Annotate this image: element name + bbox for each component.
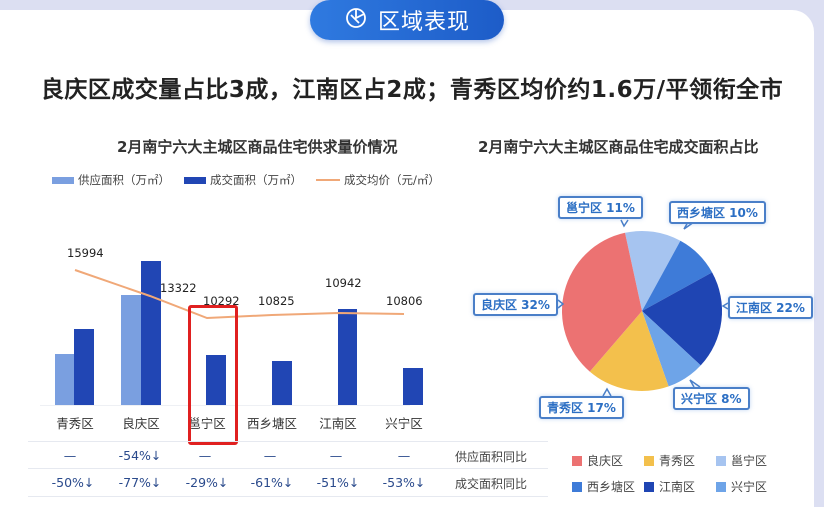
price-swatch: [316, 179, 340, 181]
pie-slice-jiangnan: [642, 272, 723, 366]
right-chart-title: 2月南宁六大主城区商品住宅成交面积占比: [478, 138, 759, 156]
price-label-xixiangtang: 10825: [258, 294, 295, 308]
supply-yoy-xingning: —: [397, 448, 411, 463]
pie-slice-xingning: [642, 311, 701, 387]
left-chart-title: 2月南宁六大主城区商品住宅供求量价情况: [117, 138, 398, 156]
callout-qingxiu: 青秀区 17%: [539, 396, 624, 419]
trade-yoy-jiangnan: -51%↓: [316, 475, 360, 490]
trade-swatch: [184, 176, 206, 184]
left-chart-legend: 供应面积（万㎡） 成交面积（万㎡） 成交均价（元/㎡）: [52, 172, 440, 188]
table-divider: [28, 496, 548, 497]
callout-xingning: 兴宁区 8%: [673, 387, 750, 410]
price-label-qingxiu: 15994: [67, 246, 104, 260]
x-label-qingxiu: 青秀区: [56, 416, 94, 431]
trade-yoy-yongning: -29%↓: [185, 475, 229, 490]
trade-yoy-row-label: 成交面积同比: [455, 477, 528, 491]
pie-chart-icon: [344, 6, 368, 34]
supply-yoy-jiangnan: —: [329, 448, 343, 463]
pie-legend-xingning: 兴宁区: [716, 478, 788, 495]
pie-legend-qingxiu: 青秀区: [644, 452, 716, 469]
callout-jiangnan: 江南区 22%: [728, 296, 813, 319]
supply-yoy-liangqing: -54%↓: [118, 448, 162, 463]
x-label-yongning: 邕宁区: [188, 416, 226, 431]
x-label-jiangnan: 江南区: [319, 416, 357, 431]
x-label-xixiangtang: 西乡塘区: [246, 416, 298, 431]
legend-price: 成交均价（元/㎡）: [316, 172, 440, 188]
trade-yoy-qingxiu: -50%↓: [51, 475, 95, 490]
legend-trade-label: 成交面积（万㎡）: [210, 173, 302, 187]
pie-slice-qingxiu: [589, 311, 669, 391]
supply-yoy-yongning: —: [198, 448, 212, 463]
bar-trade-yongning: [206, 355, 226, 405]
highlight-box-yongning: [188, 305, 238, 445]
pie-legend: 良庆区 青秀区 邕宁区 西乡塘区 江南区 兴宁区: [572, 452, 788, 495]
x-label-liangqing: 良庆区: [122, 416, 160, 431]
callout-liangqing: 良庆区 32%: [473, 293, 558, 316]
section-title: 区域表现: [377, 10, 470, 35]
bar-trade-jiangnan: [338, 309, 357, 405]
legend-supply-label: 供应面积（万㎡）: [78, 173, 170, 187]
table-divider: [28, 441, 548, 442]
x-label-xingning: 兴宁区: [385, 416, 423, 431]
pie-slice-xixiangtang: [642, 240, 713, 311]
price-label-xingning: 10806: [386, 294, 423, 308]
bar-trade-xixiangtang: [272, 361, 292, 405]
trade-yoy-liangqing: -77%↓: [118, 475, 162, 490]
bar-supply-liangqing: [121, 295, 141, 405]
bar-trade-xingning: [403, 368, 423, 405]
supply-yoy-row-label: 供应面积同比: [455, 450, 528, 464]
supply-yoy-xixiangtang: —: [263, 448, 277, 463]
table-divider: [28, 468, 548, 469]
price-label-yongning: 10292: [203, 294, 240, 308]
bar-trade-qingxiu: [74, 329, 94, 405]
trade-yoy-xixiangtang: -61%↓: [250, 475, 294, 490]
trade-yoy-xingning: -53%↓: [382, 475, 426, 490]
price-label-jiangnan: 10942: [325, 276, 362, 290]
pie-legend-jiangnan: 江南区: [644, 478, 716, 495]
pie-legend-yongning: 邕宁区: [716, 452, 788, 469]
pie-slice-yongning: [625, 230, 681, 311]
legend-price-label: 成交均价（元/㎡）: [344, 173, 440, 187]
pie-slice-liangqing: [561, 232, 642, 372]
x-axis-line: [40, 405, 410, 406]
headline: 良庆区成交量占比3成，江南区占2成；青秀区均价约1.6万/平领衔全市: [40, 77, 784, 103]
supply-yoy-qingxiu: —: [63, 448, 77, 463]
section-title-pill: 区域表现: [310, 0, 504, 40]
supply-swatch: [52, 176, 74, 184]
callout-xixiangtang: 西乡塘区 10%: [669, 201, 766, 224]
bar-supply-qingxiu: [55, 354, 74, 405]
callout-yongning: 邕宁区 11%: [558, 196, 643, 219]
bar-trade-liangqing: [141, 261, 161, 405]
legend-supply: 供应面积（万㎡）: [52, 172, 170, 188]
legend-trade: 成交面积（万㎡）: [184, 172, 302, 188]
pie-legend-liangqing: 良庆区: [572, 452, 644, 469]
price-label-liangqing: 13322: [160, 281, 197, 295]
pie-legend-xixiangtang: 西乡塘区: [572, 478, 644, 495]
